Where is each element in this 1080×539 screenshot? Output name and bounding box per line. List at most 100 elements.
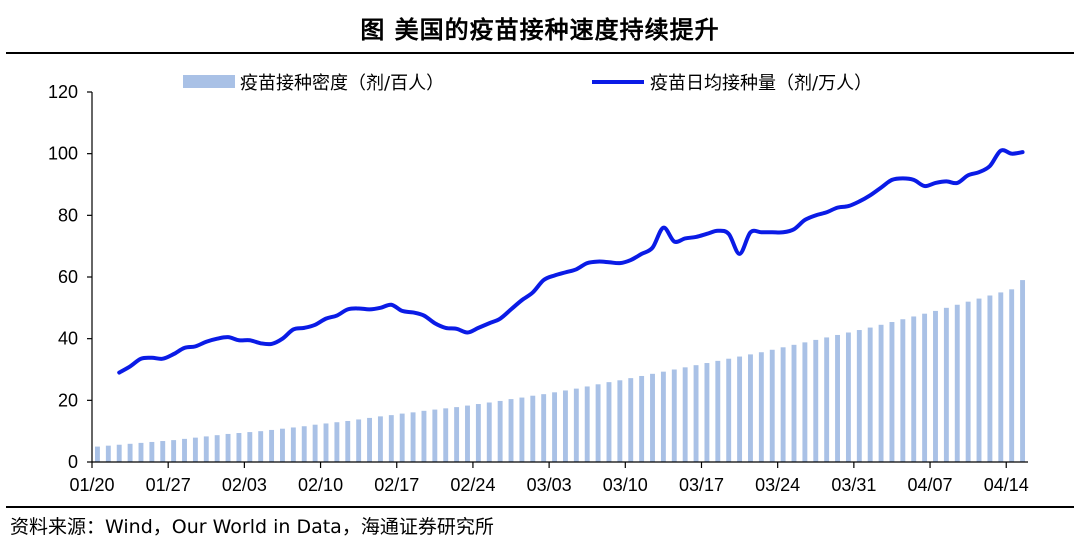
y-tick-label: 120 (48, 82, 78, 102)
x-tick-label: 02/03 (222, 475, 267, 495)
bar-04/10 (965, 301, 971, 462)
bar-01/20 (94, 446, 100, 462)
bar-02/24 (475, 404, 481, 462)
bar-02/09 (312, 424, 318, 462)
bar-04/04 (900, 319, 906, 462)
bar-03/18 (715, 360, 721, 462)
bar-04/11 (976, 298, 982, 462)
bar-01/31 (214, 435, 220, 462)
x-tick-label: 03/10 (603, 475, 648, 495)
bar-01/22 (116, 444, 122, 462)
bar-04/13 (998, 292, 1004, 462)
bar-04/03 (889, 322, 895, 462)
bar-04/14 (1009, 289, 1015, 462)
bar-03/14 (671, 369, 677, 462)
y-tick-label: 100 (48, 144, 78, 164)
bar-03/01 (530, 395, 536, 462)
bar-04/07 (933, 310, 938, 462)
bar-03/02 (541, 394, 547, 462)
bar-02/05 (269, 429, 275, 462)
bar-03/03 (552, 392, 558, 462)
bar-02/22 (454, 407, 460, 462)
bar-03/27 (813, 339, 819, 462)
bar-03/13 (660, 371, 666, 462)
y-tick-label: 80 (58, 205, 78, 225)
bar-03/29 (835, 334, 840, 462)
bar-01/25 (149, 441, 155, 462)
x-tick-label: 04/07 (908, 475, 953, 495)
bar-04/15 (1020, 280, 1026, 462)
bar-02/17 (399, 413, 405, 462)
x-tick-label: 03/31 (831, 475, 876, 495)
bar-04/05 (911, 316, 917, 462)
bar-02/23 (465, 405, 470, 462)
bar-01/28 (182, 438, 187, 462)
bar-02/26 (497, 400, 503, 462)
bar-03/19 (726, 358, 732, 462)
x-tick-label: 01/20 (69, 475, 114, 495)
bar-02/03 (247, 432, 253, 462)
title-rule (6, 52, 1074, 54)
bar-03/09 (617, 380, 623, 462)
chart: 0 20 40 60 80 100 120 01/20 01/27 02/03 02/10 02/17… (48, 73, 1029, 495)
bar-series (94, 280, 1026, 462)
bar-01/26 (160, 441, 166, 462)
bar-03/23 (769, 349, 775, 462)
bar-04/08 (943, 307, 949, 462)
bar-03/10 (628, 378, 634, 462)
source-note: 资料来源：Wind，Our World in Data，海通证券研究所 (10, 516, 494, 538)
daily-vaccination-line (117, 148, 1025, 375)
bar-02/16 (388, 415, 394, 462)
x-tick-label: 02/17 (374, 475, 419, 495)
bar-03/28 (824, 337, 830, 462)
bar-02/04 (258, 431, 264, 462)
bar-04/06 (922, 313, 928, 462)
bar-03/20 (737, 356, 743, 462)
bar-03/24 (780, 347, 786, 462)
bar-04/02 (878, 324, 884, 462)
bar-02/02 (236, 433, 242, 462)
bar-02/11 (334, 422, 340, 462)
bar-03/22 (758, 352, 764, 462)
bar-03/12 (650, 373, 655, 462)
bar-03/30 (845, 332, 851, 462)
bar-03/26 (802, 342, 808, 462)
source-rule (6, 506, 1074, 508)
chart-title: 图 美国的疫苗接种速度持续提升 (360, 16, 720, 44)
bar-01/21 (105, 445, 111, 462)
bar-02/21 (443, 408, 449, 462)
y-tick-label: 40 (58, 329, 78, 349)
bar-03/21 (748, 354, 753, 462)
bar-01/30 (203, 436, 209, 462)
legend-bar-swatch (183, 75, 235, 88)
bar-03/15 (682, 367, 688, 462)
bar-02/07 (290, 427, 296, 462)
axes: 0 20 40 60 80 100 120 01/20 01/27 02/03 02/10 02/17… (48, 82, 1029, 495)
bar-02/28 (519, 397, 525, 462)
x-tick-label: 03/24 (755, 475, 800, 495)
y-tick-label: 20 (58, 390, 78, 410)
bar-02/12 (345, 420, 351, 462)
bar-02/10 (323, 423, 329, 462)
bar-03/08 (606, 382, 612, 462)
bar-02/08 (301, 426, 307, 462)
bar-02/25 (486, 402, 492, 462)
bar-03/04 (562, 390, 568, 462)
bar-01/24 (138, 442, 144, 462)
x-tick-label: 03/17 (679, 475, 724, 495)
bar-03/25 (791, 344, 797, 462)
bar-04/01 (867, 327, 873, 462)
x-tick-label: 03/03 (527, 475, 572, 495)
bar-02/14 (367, 417, 372, 462)
bar-03/16 (693, 365, 699, 462)
bar-02/20 (432, 409, 438, 462)
x-tick-label: 04/14 (984, 475, 1029, 495)
bar-02/27 (508, 399, 514, 462)
bar-03/31 (856, 330, 862, 462)
bar-01/29 (192, 437, 198, 462)
y-tick-label: 60 (58, 267, 78, 287)
bar-02/19 (421, 410, 427, 462)
x-tick-label: 02/10 (298, 475, 343, 495)
legend-bar-label: 疫苗接种密度（剂/百人） (240, 73, 444, 94)
bar-02/01 (225, 433, 231, 462)
